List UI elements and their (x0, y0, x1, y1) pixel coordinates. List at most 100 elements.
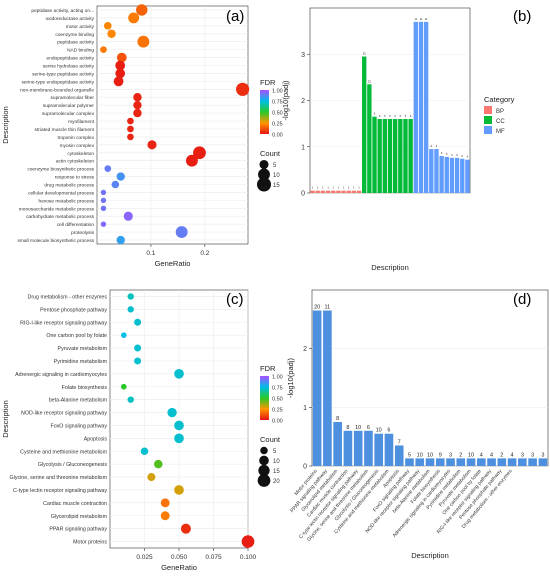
panel-d-bar (507, 458, 517, 466)
panel-a-term-label: non-membrane-bounded organelle (20, 87, 94, 93)
panel-a-point (115, 68, 126, 79)
panel-b-bar-count: 6 (456, 153, 458, 157)
panel-d-bar-count: 10 (376, 428, 382, 434)
panel-b-legend-swatch (484, 106, 492, 114)
panel-d-bar-count: 4 (511, 452, 514, 458)
panel-letter-b: (b) (513, 8, 531, 25)
panel-c-term-label: Cysteine and methionine metabolism (20, 449, 107, 455)
panel-d-bar-count: 3 (531, 452, 534, 458)
panel-b-bar (408, 119, 413, 193)
panel-a-term-label: motor activity (66, 24, 95, 30)
panel-d-bar (333, 422, 342, 466)
panel-b-bar (444, 156, 449, 193)
panel-b-bar-count: 6 (431, 144, 433, 148)
panel-b-bar-count: 1 (338, 186, 340, 190)
panel-c-point (160, 511, 170, 521)
panel-c-legend-fdr-tick: 1.00 (272, 375, 283, 381)
panel-b-bar (325, 190, 331, 193)
panel-b-bar (449, 157, 455, 193)
panel-d-bar-count: 20 (314, 305, 320, 311)
panel-a-term-label: myofilament (68, 119, 95, 125)
panel-a-legend-fdr-tick: 1.00 (272, 89, 283, 95)
panel-b-bar (367, 84, 372, 193)
panel-d-bar-count: 10 (468, 452, 474, 458)
panel-a-term-label: peptidase activity, acting on... (31, 8, 94, 14)
panel-c-point (241, 535, 255, 548)
panel-b-bar (398, 119, 403, 193)
panel-d-xlabel: Description (411, 551, 449, 560)
panel-c-point (167, 407, 177, 418)
panel-a-point (111, 180, 120, 189)
panel-d-bar (446, 458, 455, 466)
panel-d-bar (466, 458, 476, 466)
panel-c-point (154, 459, 163, 469)
panel-d-bar-count: 2 (459, 452, 462, 458)
panel-a-term-label: serine hydrolase activity (43, 64, 95, 70)
panel-b-bar (465, 159, 470, 193)
panel-a-point (127, 133, 134, 141)
panel-a-dotplot: 0.1 0.2 peptidase activity, acting on... ox… (1, 4, 283, 268)
panel-a-point (100, 197, 107, 204)
panel-c-legend-count-label: 10 (273, 459, 280, 465)
panel-a-xlabel: GeneRatio (155, 259, 191, 268)
panel-b-bar-count: 1 (353, 186, 355, 190)
panel-c-legend-count-label: 15 (273, 469, 280, 475)
panel-a-term-label: response to stress (55, 175, 95, 181)
panel-b-bar-count: 6 (446, 152, 448, 156)
panel-a-point (116, 235, 125, 245)
panel-d-bar-count: 6 (387, 428, 390, 434)
panel-a-term-label: myosin complex (60, 143, 95, 149)
panel-a-term-label: monosaccharide metabolic process (19, 206, 95, 212)
panel-b-bar (382, 119, 388, 193)
panel-a-point (100, 221, 107, 227)
panel-a-legend-count-dot (259, 159, 269, 170)
panel-b-bar-count: 6 (384, 114, 386, 118)
panel-a-legend-count-title: Count (260, 149, 281, 158)
panel-d-ylabel: -log10(padj) (286, 357, 295, 398)
panel-a-term-label: carbohydrate metabolic process (26, 214, 95, 220)
panel-d-bar (497, 458, 507, 466)
panel-d-bar (518, 458, 527, 466)
panel-d-bar (456, 458, 466, 466)
panel-c-term-label: Pyrimidine metabolism (54, 359, 108, 365)
panel-c-term-label: beta-Alanine metabolism (49, 398, 108, 404)
panel-a-term-label: supramolecular complex (42, 111, 95, 117)
panel-a-xtick-label: 0.1 (146, 250, 155, 257)
panel-d-bar-count: 10 (427, 452, 433, 458)
panel-b-legend-title: Category (484, 95, 515, 104)
panel-c-legend-fdr-tick: 0.75 (272, 386, 283, 392)
panel-c-legend-count-label: 20 (273, 479, 280, 485)
panel-d-bar-count: 7 (398, 439, 401, 445)
panel-d-bar-count: 3 (521, 452, 524, 458)
panel-a-point (235, 82, 250, 96)
panel-b-bar (356, 190, 362, 193)
panel-b-bar (413, 21, 418, 193)
panel-c-legend-count-dot (260, 446, 268, 455)
panel-a-term-label: serine-type peptidase activity (32, 71, 94, 77)
panel-a-legend-fdr-tick: 0.00 (272, 133, 283, 139)
panel-c-term-label: Pentose phosphate pathway (40, 307, 107, 313)
panel-c-term-label: Folate biosynthesis (62, 385, 108, 391)
panel-c-dotplot: 0.025 0.050 0.075 0.100 Drug metabolism - ot… (1, 289, 283, 572)
panel-d-ytick-label: 2 (303, 346, 307, 353)
panel-c-term-label: One carbon pool by folate (46, 333, 107, 339)
panel-a-ylabel: Description (1, 106, 10, 144)
panel-b-xlabel: Description (371, 263, 409, 272)
panel-b-bar-count: 6 (394, 114, 396, 118)
panel-b-bar (351, 190, 357, 193)
panel-c-legend-count-dot (257, 474, 271, 487)
panel-b-bar (429, 149, 434, 193)
panel-b-bar-count: 6 (400, 114, 402, 118)
panel-b-bar (346, 190, 351, 193)
panel-a-point (104, 165, 112, 172)
panel-a-point (193, 146, 206, 160)
panel-c-legend-count-dot (259, 455, 269, 466)
panel-a-legend-count-label: 10 (273, 173, 280, 179)
panel-a-term-label: hexose metabolic process (39, 198, 95, 204)
panel-a-point (185, 154, 198, 167)
panel-c-point (120, 332, 127, 338)
panel-c-legend-fdr-title: FDR (260, 364, 276, 373)
panel-a-point (100, 205, 107, 211)
panel-b-ytick-label: 1 (301, 144, 305, 151)
